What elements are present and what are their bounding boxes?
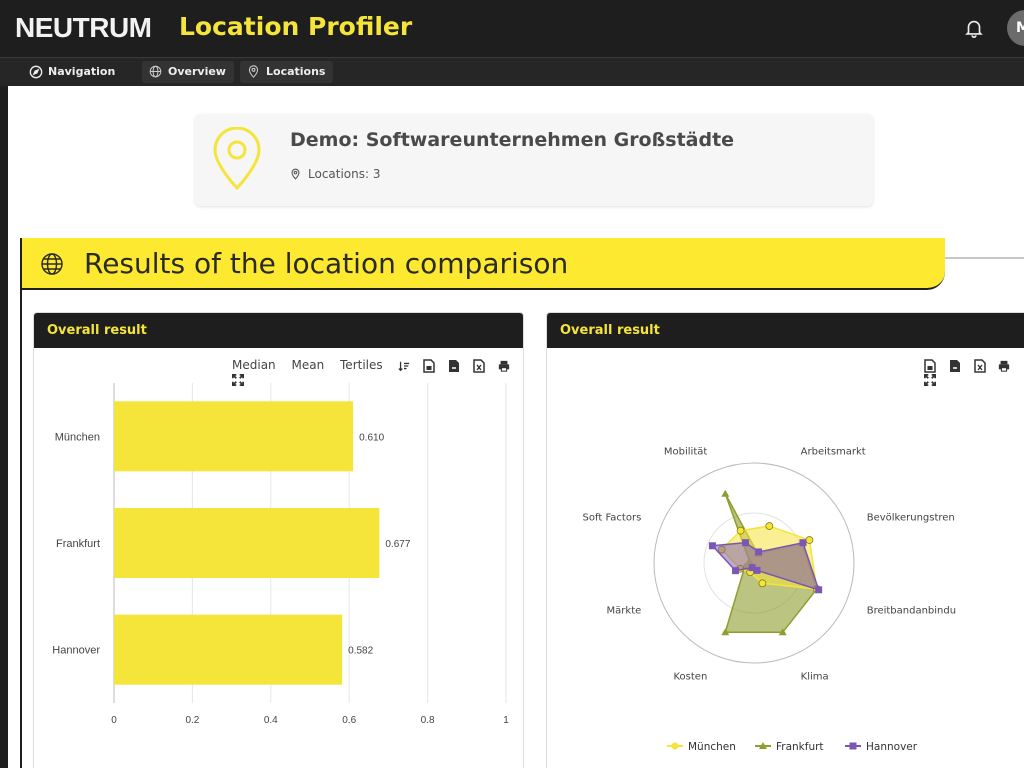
radar-chart: Arbeitsmarkt Bevölkerungstren Breitbandanb… [583, 446, 957, 753]
nav-locations-label: Locations [266, 65, 326, 78]
radar-axis-label: Klima [801, 672, 829, 683]
bar-0 [114, 401, 354, 472]
x-tick-label: 0.2 [185, 715, 199, 726]
radar-chart-panel: Overall result Arbeitsmarkt Bevölkerungst… [546, 312, 1024, 768]
locations-count: Locations: 3 [290, 167, 381, 181]
radar-outer-ring [653, 462, 855, 664]
bar-1 [114, 508, 380, 578]
nav-locations[interactable]: Locations [240, 61, 334, 83]
radar-point [799, 539, 807, 547]
radar-chart-toolbar [924, 358, 1024, 386]
compass-icon [29, 65, 43, 79]
category-label: München [55, 431, 100, 443]
radar-point [748, 564, 756, 572]
section-left-rule [20, 290, 22, 768]
value-label: 0.610 [359, 432, 384, 443]
radar-point [742, 539, 750, 547]
radar-point [778, 628, 787, 636]
left-edge [0, 86, 8, 768]
nav-navigation[interactable]: Navigation [22, 61, 123, 83]
radar-point [721, 489, 730, 497]
radar-axis-label: Bevölkerungstren [867, 512, 955, 523]
value-label: 0.677 [385, 539, 410, 550]
avatar[interactable]: M [1007, 10, 1024, 46]
radar-point [805, 536, 814, 544]
radar-axis-label: Mobilität [664, 446, 707, 457]
legend-marker [849, 742, 857, 750]
download-excel-icon[interactable] [973, 358, 986, 373]
print-icon[interactable] [498, 359, 510, 373]
radar-point [732, 567, 740, 575]
main-content: Demo: Softwareunternehmen Großstädte Loc… [8, 86, 1024, 768]
globe-icon [41, 253, 63, 275]
bar-chart-toolbar: Median Mean Tertiles [232, 358, 523, 386]
sort-icon[interactable] [398, 359, 410, 373]
small-pin-icon [291, 168, 300, 180]
bar-chart: 0 0.2 0.4 0.6 0.8 1 München 0.610 Frankfurt 0.677… [52, 383, 509, 726]
section-title: Results of the location comparison [84, 247, 569, 280]
category-label: Frankfurt [56, 538, 100, 550]
download-image-icon[interactable] [423, 358, 436, 373]
sub-navigation: Navigation Overview Locations [0, 57, 1024, 86]
x-tick-label: 0.4 [264, 715, 278, 726]
legend-label: München [688, 741, 736, 753]
x-tick-label: 0.6 [342, 715, 356, 726]
nav-navigation-label: Navigation [48, 65, 116, 78]
radar-point [815, 586, 823, 594]
category-label: Hannover [52, 645, 100, 657]
project-card: Demo: Softwareunternehmen Großstädte Loc… [195, 114, 873, 206]
median-button[interactable]: Median [232, 358, 276, 372]
nav-overview[interactable]: Overview [142, 61, 234, 83]
value-label: 0.582 [348, 646, 373, 657]
mean-button[interactable]: Mean [291, 358, 325, 372]
nav-overview-label: Overview [168, 65, 226, 78]
bar-panel-title: Overall result [34, 313, 523, 348]
radar-axis-label: Märkte [607, 606, 642, 617]
radar-point [758, 579, 767, 588]
app-title: Location Profiler [179, 12, 413, 41]
bar-2 [114, 614, 343, 685]
radar-axis-label: Soft Factors [583, 512, 642, 523]
legend-marker [671, 742, 679, 750]
radar-point [708, 542, 716, 550]
radar-axis-label: Kosten [674, 672, 708, 683]
top-bar: NEUTRUM Location Profiler M [0, 0, 1024, 57]
bell-icon[interactable] [963, 17, 985, 39]
x-tick-label: 1 [503, 715, 509, 726]
logo[interactable]: NEUTRUM [15, 12, 152, 43]
x-tick-label: 0.8 [421, 715, 435, 726]
radar-point [736, 526, 745, 535]
download-excel-icon[interactable] [473, 358, 485, 373]
download-image-icon[interactable] [924, 358, 936, 373]
legend-marker [759, 742, 767, 749]
download-pdf-icon[interactable] [448, 359, 460, 373]
download-pdf-icon[interactable] [949, 359, 961, 373]
legend-label: Hannover [866, 741, 918, 753]
print-icon[interactable] [998, 359, 1010, 373]
radar-point [721, 628, 730, 636]
bar-chart-panel: Overall result Median Mean Tertiles 0 0.2… [33, 312, 524, 768]
project-title: Demo: Softwareunternehmen Großstädte [290, 129, 735, 151]
banner-rule [945, 257, 1024, 259]
radar-axis-label: Breitbandanbindu [867, 606, 956, 617]
map-pin-icon [248, 65, 259, 78]
radar-point [753, 566, 761, 574]
globe-icon [149, 65, 162, 78]
radar-panel-title: Overall result [547, 313, 1024, 348]
fullscreen-icon[interactable] [924, 373, 936, 387]
fullscreen-icon[interactable] [232, 373, 244, 387]
radar-point [755, 548, 763, 556]
legend-label: Frankfurt [776, 741, 824, 753]
radar-point [765, 522, 774, 530]
tertiles-button[interactable]: Tertiles [340, 358, 383, 372]
locations-count-label: Locations: 3 [308, 167, 381, 181]
section-banner: Results of the location comparison [20, 238, 945, 290]
location-pin-icon [213, 127, 261, 191]
x-tick-label: 0 [111, 715, 117, 726]
radar-axis-label: Arbeitsmarkt [801, 446, 866, 457]
